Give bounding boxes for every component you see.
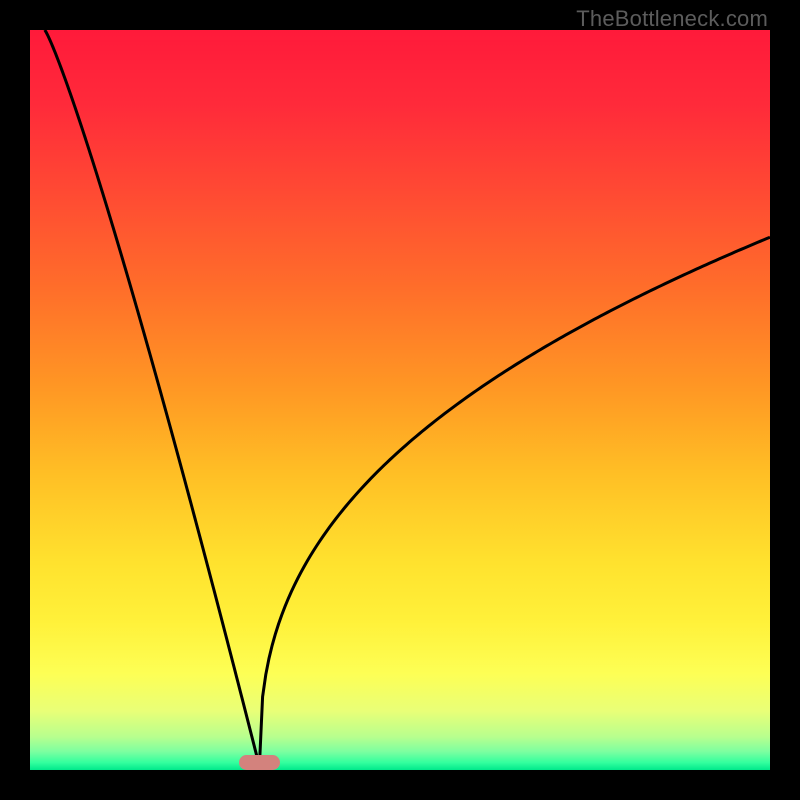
bottleneck-curve bbox=[30, 30, 770, 770]
chart-frame: TheBottleneck.com bbox=[0, 0, 800, 800]
plot-area bbox=[30, 30, 770, 770]
minimum-marker bbox=[239, 755, 280, 771]
watermark-text: TheBottleneck.com bbox=[576, 6, 768, 32]
